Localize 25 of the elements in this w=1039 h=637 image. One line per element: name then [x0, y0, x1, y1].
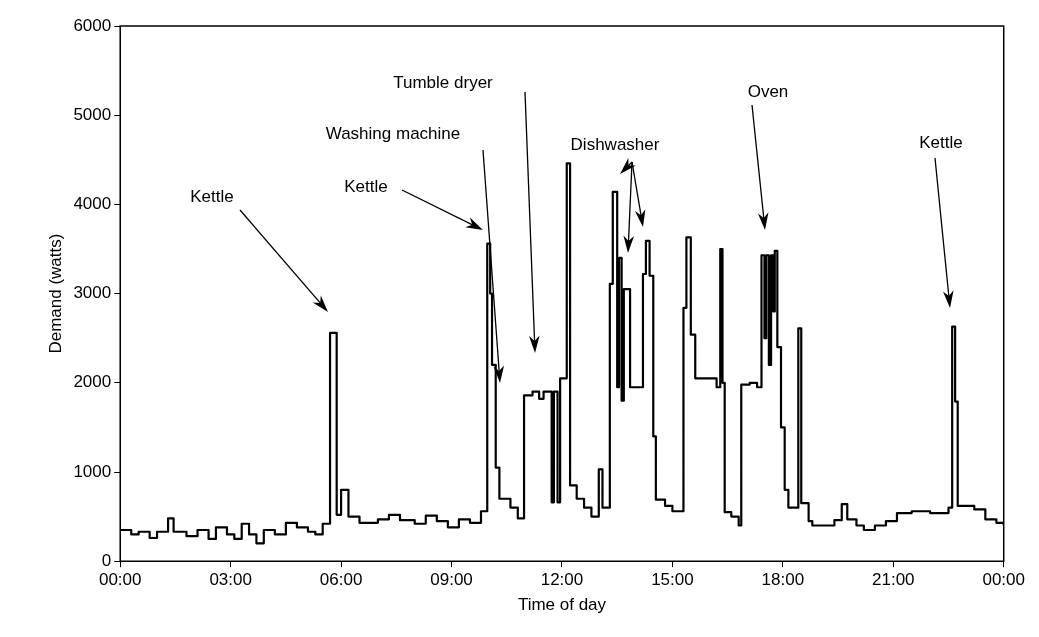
- annotation: Kettle: [344, 177, 388, 197]
- y-axis-title: Demand (watts): [45, 233, 65, 354]
- annotation: Dishwasher: [570, 135, 660, 155]
- x-tick-label: 09:00: [430, 570, 473, 590]
- x-tick-label: 03:00: [209, 570, 252, 590]
- x-axis-title: Time of day: [517, 595, 607, 615]
- y-tick-label: 0: [101, 550, 112, 570]
- x-tick-label: 18:00: [761, 570, 805, 590]
- x-tick-label: 00:00: [982, 570, 1025, 590]
- y-tick-label: 4000: [73, 194, 112, 214]
- x-tick-label: 00:00: [98, 570, 142, 590]
- annotation: Washing machine: [325, 124, 461, 144]
- annotation: Tumble dryer: [393, 73, 493, 93]
- x-tick-label: 15:00: [651, 570, 694, 590]
- x-tick-label: 06:00: [319, 570, 363, 590]
- y-tick-label: 6000: [73, 15, 112, 35]
- x-tick-label: 21:00: [872, 570, 915, 590]
- y-tick-label: 5000: [73, 104, 112, 124]
- y-tick-label: 1000: [73, 461, 112, 481]
- annotation: Oven: [747, 82, 789, 102]
- annotation: Kettle: [190, 187, 234, 207]
- y-tick-label: 2000: [73, 372, 112, 392]
- annotation: Kettle: [919, 133, 963, 153]
- y-tick-label: 3000: [73, 283, 112, 303]
- x-tick-label: 12:00: [540, 570, 584, 590]
